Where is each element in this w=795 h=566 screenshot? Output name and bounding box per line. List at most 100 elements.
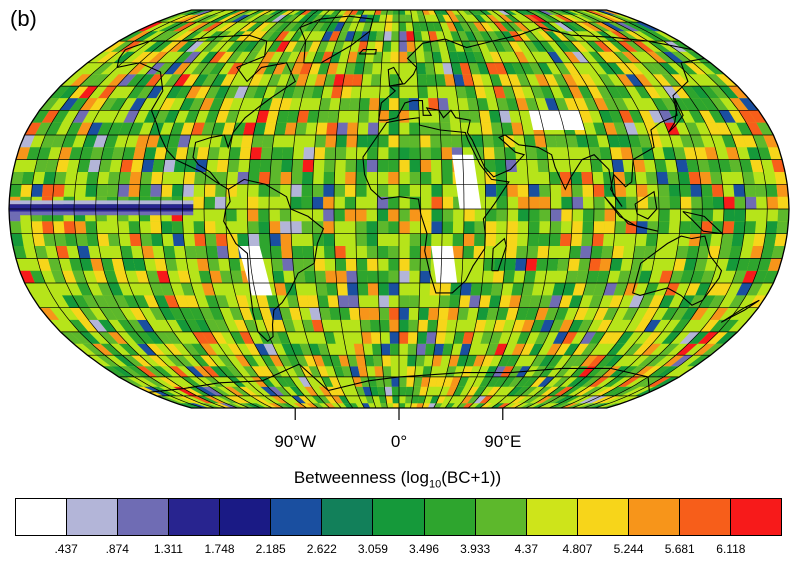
field-cell bbox=[539, 209, 551, 222]
field-cell bbox=[473, 51, 486, 63]
field-cell bbox=[192, 331, 209, 344]
field-cell bbox=[135, 74, 155, 87]
field-cell bbox=[539, 184, 551, 197]
field-cell bbox=[301, 86, 315, 99]
field-cell bbox=[156, 135, 171, 148]
field-cell bbox=[185, 366, 205, 377]
field-cell bbox=[165, 355, 185, 367]
field-cell bbox=[195, 246, 208, 259]
field-cell bbox=[326, 22, 339, 32]
field-cell bbox=[566, 403, 585, 408]
field-cell bbox=[687, 51, 711, 63]
field-cell bbox=[425, 343, 436, 356]
field-cell bbox=[217, 395, 238, 404]
field-cell bbox=[163, 343, 183, 356]
field-cell bbox=[250, 10, 267, 15]
field-cell bbox=[292, 258, 305, 271]
field-cell bbox=[107, 122, 124, 135]
field-cell bbox=[297, 376, 312, 387]
field-cell bbox=[134, 31, 159, 42]
field-cell bbox=[323, 246, 336, 259]
field-cell bbox=[32, 233, 46, 246]
field-cell bbox=[196, 147, 210, 160]
field-cell bbox=[367, 147, 378, 160]
field-cell bbox=[715, 74, 738, 87]
field-cell bbox=[186, 147, 199, 160]
field-cell bbox=[504, 147, 516, 160]
field-cell bbox=[184, 246, 197, 259]
field-cell bbox=[725, 258, 740, 271]
field-cell bbox=[272, 270, 285, 283]
field-cell bbox=[597, 395, 622, 404]
field-cell bbox=[388, 221, 399, 234]
field-cell bbox=[187, 386, 211, 396]
field-cell bbox=[426, 74, 437, 87]
field-cell bbox=[520, 403, 536, 408]
field-cell bbox=[129, 172, 142, 185]
field-cell bbox=[718, 159, 732, 172]
field-cell bbox=[133, 295, 150, 308]
field-cell bbox=[243, 51, 260, 63]
field-cell bbox=[661, 307, 679, 320]
field-cell bbox=[613, 283, 628, 296]
field-cell bbox=[514, 51, 529, 63]
field-cell bbox=[242, 41, 259, 52]
field-cell bbox=[219, 270, 233, 283]
field-cell bbox=[498, 295, 512, 308]
field-cell bbox=[700, 184, 713, 197]
field-cell bbox=[298, 14, 313, 23]
field-cell bbox=[632, 41, 655, 52]
colorbar-tick-label: 5.681 bbox=[664, 542, 695, 556]
field-cell bbox=[225, 209, 237, 222]
field-cell bbox=[275, 403, 290, 408]
field-cell bbox=[667, 172, 680, 185]
field-cell bbox=[581, 172, 594, 185]
field-cell bbox=[282, 22, 298, 32]
field-cell bbox=[282, 147, 294, 160]
field-cell bbox=[706, 331, 729, 344]
field-cell bbox=[102, 41, 127, 52]
field-cell bbox=[166, 86, 183, 99]
field-cell bbox=[431, 184, 443, 197]
field-cell bbox=[347, 355, 358, 367]
field-cell bbox=[128, 184, 141, 197]
field-cell bbox=[224, 86, 240, 99]
field-cell bbox=[281, 10, 296, 15]
field-cell bbox=[331, 86, 343, 99]
field-cell bbox=[97, 233, 110, 246]
field-cell bbox=[508, 403, 523, 408]
field-cell bbox=[407, 355, 417, 367]
field-cell bbox=[346, 135, 358, 148]
field-cell bbox=[258, 376, 275, 387]
field-cell bbox=[580, 22, 604, 32]
map-border bbox=[8, 9, 790, 409]
field-cell bbox=[69, 74, 92, 87]
field-cell bbox=[399, 51, 408, 63]
field-cell bbox=[550, 221, 562, 234]
field-cell bbox=[77, 159, 91, 172]
field-cell bbox=[572, 196, 584, 209]
field-cell bbox=[88, 319, 108, 332]
field-cell bbox=[118, 343, 140, 356]
coastline bbox=[378, 26, 706, 207]
field-cell bbox=[425, 22, 436, 32]
field-cell bbox=[193, 196, 205, 209]
field-cell bbox=[525, 98, 539, 111]
field-cell bbox=[204, 376, 224, 387]
field-cell bbox=[515, 376, 532, 387]
field-cell bbox=[436, 319, 448, 332]
field-cell bbox=[205, 295, 220, 308]
field-cell bbox=[570, 74, 587, 87]
field-cell bbox=[709, 86, 730, 99]
field-cell bbox=[690, 307, 709, 320]
field-cell bbox=[479, 395, 494, 404]
field-cell bbox=[266, 110, 280, 123]
field-cell bbox=[628, 110, 645, 123]
field-cell bbox=[662, 86, 681, 99]
field-cell bbox=[587, 86, 603, 99]
field-cell bbox=[160, 41, 181, 52]
field-cell bbox=[615, 62, 635, 75]
field-cell bbox=[306, 10, 319, 15]
field-cell bbox=[201, 366, 220, 377]
field-cell bbox=[389, 74, 399, 87]
